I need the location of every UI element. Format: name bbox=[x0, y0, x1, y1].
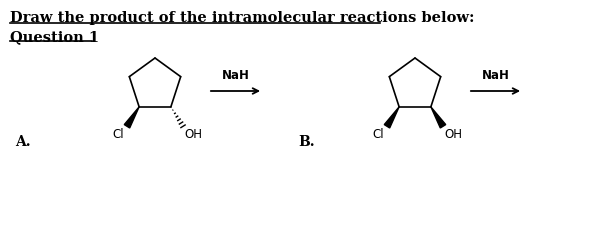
Text: Cl: Cl bbox=[372, 128, 384, 141]
Text: Draw the product of the intramolecular reactions below:: Draw the product of the intramolecular r… bbox=[10, 11, 474, 25]
Polygon shape bbox=[431, 107, 446, 128]
Text: OH: OH bbox=[184, 128, 202, 141]
Text: B.: B. bbox=[298, 135, 315, 149]
Text: OH: OH bbox=[444, 128, 462, 141]
Text: NaH: NaH bbox=[222, 69, 250, 82]
Text: Question 1: Question 1 bbox=[10, 30, 99, 44]
Text: NaH: NaH bbox=[482, 69, 510, 82]
Polygon shape bbox=[384, 107, 399, 128]
Text: Cl: Cl bbox=[112, 128, 124, 141]
Text: A.: A. bbox=[15, 135, 30, 149]
Polygon shape bbox=[124, 107, 139, 128]
